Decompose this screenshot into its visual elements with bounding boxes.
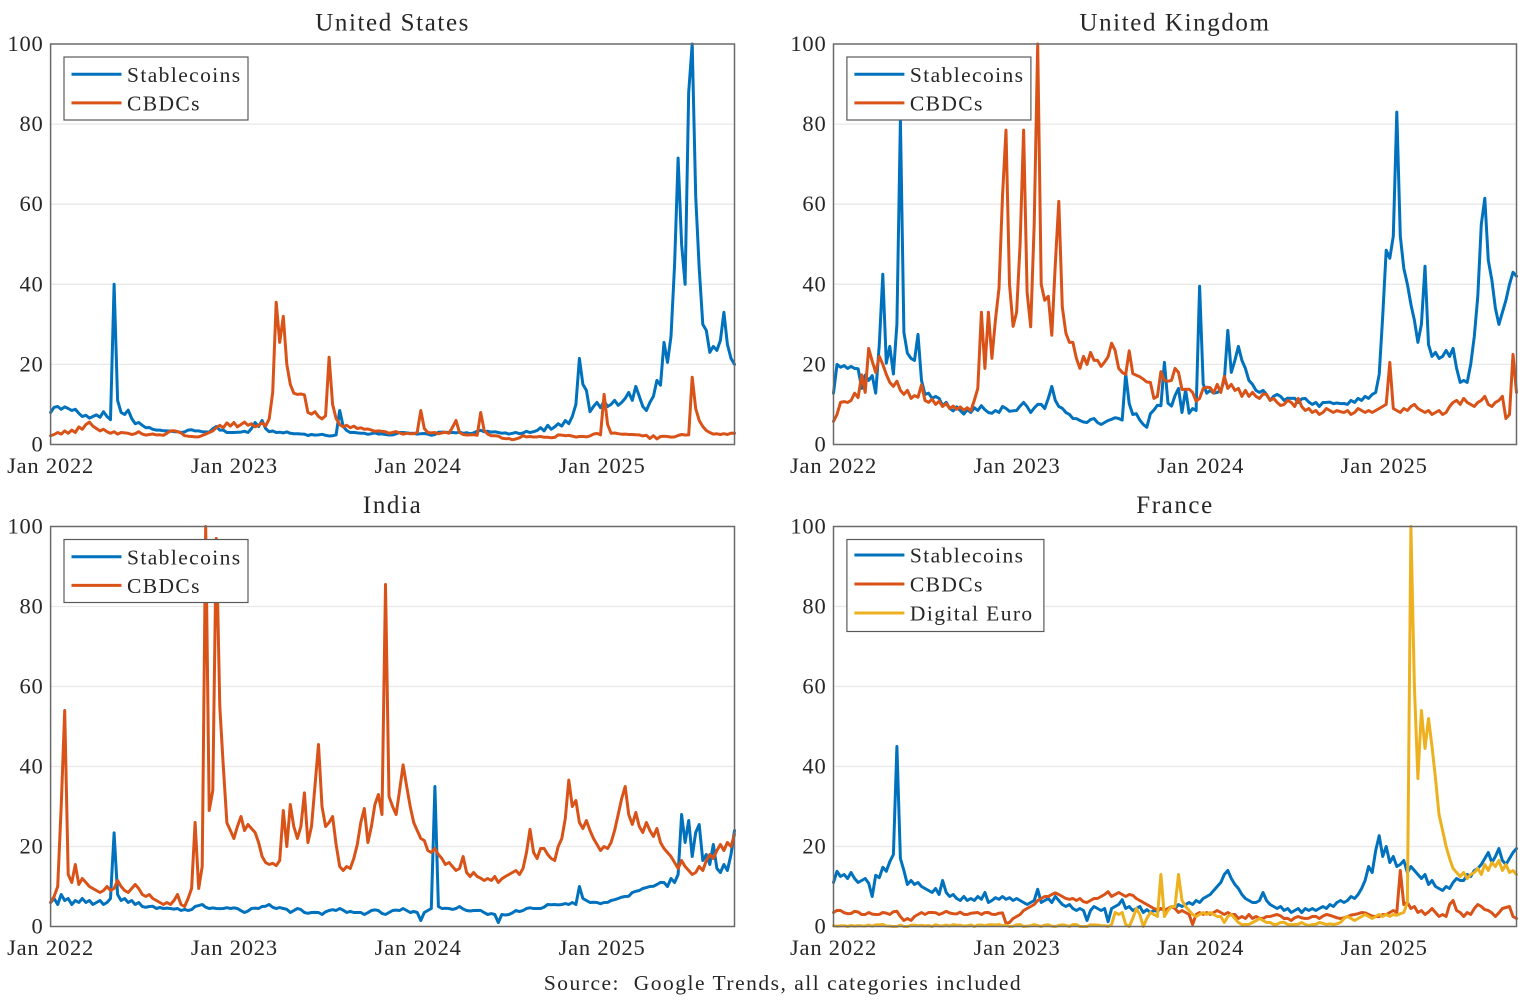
- svg-text:Jan 2025: Jan 2025: [559, 453, 646, 478]
- svg-text:India: India: [363, 492, 422, 519]
- svg-text:80: 80: [19, 111, 43, 136]
- svg-text:Jan 2024: Jan 2024: [1157, 935, 1244, 960]
- svg-text:Stablecoins: Stablecoins: [910, 63, 1025, 87]
- svg-text:Source: Google Trends, all ca: Source: Google Trends, all categories in…: [544, 971, 1022, 995]
- svg-text:Stablecoins: Stablecoins: [127, 545, 242, 569]
- svg-text:Jan 2022: Jan 2022: [790, 935, 877, 960]
- svg-text:100: 100: [790, 31, 826, 56]
- svg-text:0: 0: [814, 914, 826, 939]
- svg-text:80: 80: [19, 594, 43, 619]
- svg-text:100: 100: [790, 514, 826, 539]
- svg-text:CBDCs: CBDCs: [127, 91, 201, 115]
- svg-text:40: 40: [19, 754, 43, 779]
- svg-text:CBDCs: CBDCs: [910, 573, 984, 597]
- svg-text:CBDCs: CBDCs: [127, 574, 201, 598]
- svg-text:Jan 2024: Jan 2024: [375, 935, 462, 960]
- svg-text:Jan 2022: Jan 2022: [790, 453, 877, 478]
- svg-text:20: 20: [802, 351, 826, 376]
- svg-text:Stablecoins: Stablecoins: [910, 544, 1025, 568]
- svg-text:CBDCs: CBDCs: [910, 91, 984, 115]
- svg-text:0: 0: [814, 432, 826, 457]
- svg-text:Jan 2024: Jan 2024: [375, 453, 462, 478]
- svg-text:60: 60: [19, 191, 43, 216]
- svg-text:Jan 2025: Jan 2025: [559, 935, 646, 960]
- svg-text:20: 20: [19, 351, 43, 376]
- svg-text:80: 80: [802, 111, 826, 136]
- svg-text:Jan 2023: Jan 2023: [191, 453, 278, 478]
- svg-text:United States: United States: [315, 10, 470, 37]
- svg-text:France: France: [1136, 492, 1214, 519]
- svg-text:0: 0: [32, 914, 44, 939]
- svg-text:60: 60: [802, 191, 826, 216]
- svg-text:20: 20: [802, 834, 826, 859]
- svg-text:Jan 2022: Jan 2022: [7, 935, 94, 960]
- svg-text:40: 40: [19, 271, 43, 296]
- svg-text:Jan 2022: Jan 2022: [7, 453, 94, 478]
- svg-text:Stablecoins: Stablecoins: [127, 63, 242, 87]
- svg-text:60: 60: [802, 674, 826, 699]
- svg-text:80: 80: [802, 594, 826, 619]
- svg-text:40: 40: [802, 754, 826, 779]
- svg-text:Jan 2023: Jan 2023: [974, 935, 1061, 960]
- svg-text:20: 20: [19, 834, 43, 859]
- svg-text:Jan 2023: Jan 2023: [191, 935, 278, 960]
- svg-text:Jan 2025: Jan 2025: [1341, 453, 1428, 478]
- svg-text:40: 40: [802, 271, 826, 296]
- svg-text:0: 0: [32, 432, 44, 457]
- svg-text:Jan 2024: Jan 2024: [1157, 453, 1244, 478]
- svg-text:100: 100: [7, 31, 43, 56]
- svg-text:60: 60: [19, 674, 43, 699]
- svg-text:United Kingdom: United Kingdom: [1079, 10, 1270, 37]
- svg-text:Jan 2025: Jan 2025: [1341, 935, 1428, 960]
- svg-text:100: 100: [7, 514, 43, 539]
- svg-text:Digital Euro: Digital Euro: [910, 602, 1034, 626]
- svg-text:Jan 2023: Jan 2023: [974, 453, 1061, 478]
